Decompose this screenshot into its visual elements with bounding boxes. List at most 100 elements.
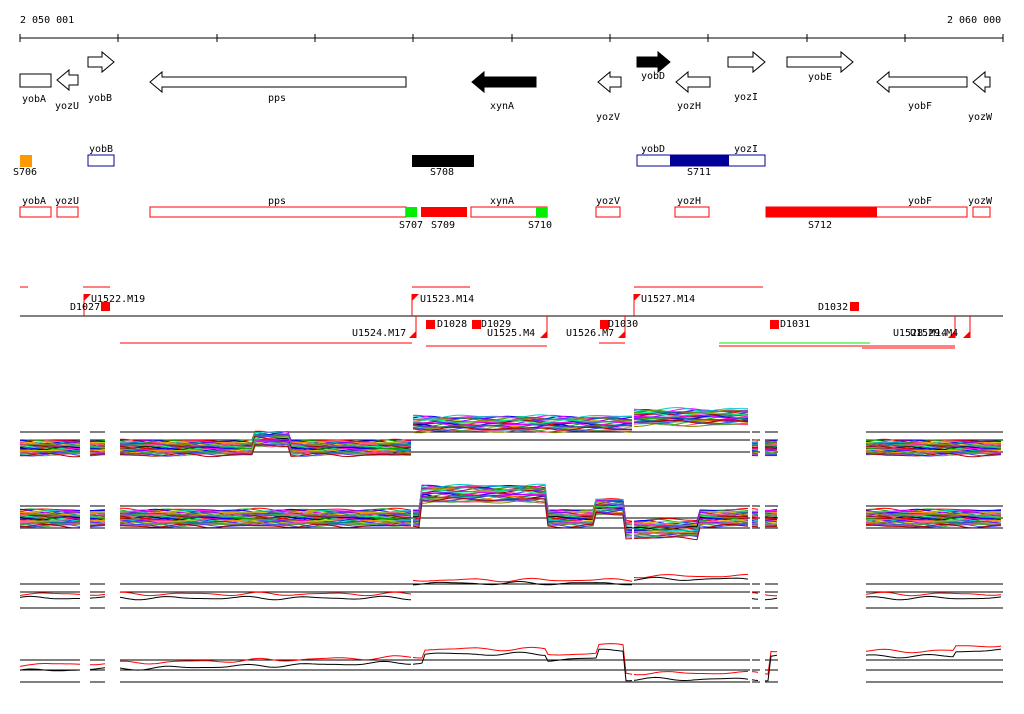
profile-trace — [412, 581, 633, 586]
transcript-label: yozV — [596, 196, 620, 207]
gene-label: pps — [268, 93, 286, 104]
segment-flag — [409, 331, 416, 338]
segment-flag — [634, 294, 641, 301]
profile-trace — [412, 577, 633, 583]
transcript-label: yozW — [968, 196, 993, 207]
operon-box — [412, 155, 474, 167]
profile-panel — [19, 483, 1003, 541]
profile-trace — [764, 597, 778, 601]
transcript-yobA: yobA — [19, 196, 52, 218]
profile-trace — [865, 523, 1002, 528]
end-coordinate: 2 060 000 — [947, 15, 1001, 26]
gene-label: yozI — [734, 92, 758, 103]
profile-trace — [751, 671, 759, 673]
gene-label: yobB — [88, 93, 112, 104]
profile-trace — [764, 650, 778, 675]
profile-trace — [865, 648, 1002, 659]
profile-trace — [413, 486, 633, 530]
transcript-box — [972, 206, 991, 218]
site-S707: S707 — [399, 207, 423, 231]
gene-label: yobE — [808, 72, 832, 83]
gene-arrow — [87, 50, 115, 74]
profile-trace — [89, 513, 106, 516]
segment-flag — [84, 294, 91, 301]
segment-label-lower: D1028 — [437, 319, 467, 330]
segment-flag — [540, 331, 547, 338]
profile-trace — [865, 591, 1002, 597]
operon-top-label: yobB — [89, 144, 113, 155]
profile-trace — [764, 444, 778, 447]
transcript-box — [56, 206, 79, 218]
transcript-label: yozU — [55, 196, 79, 207]
transcript-box — [674, 206, 710, 218]
operon-block: S708 — [412, 155, 474, 178]
operon-top-label: yozI — [734, 144, 758, 155]
segment-marker — [101, 302, 110, 311]
operon-block: yobB — [87, 144, 115, 167]
segment-label-lower: U1525.M4 — [487, 328, 535, 339]
profile-trace — [751, 448, 759, 451]
gene-yozU: yozU — [55, 68, 79, 112]
profile-trace — [412, 419, 633, 424]
segment-flag — [963, 331, 970, 338]
site-label: S709 — [431, 220, 455, 231]
profile-trace — [865, 452, 1002, 457]
operon-label: S706 — [13, 167, 37, 178]
segment-label-lower: U1524.M17 — [352, 328, 406, 339]
gene-arrow — [19, 73, 52, 88]
profile-trace — [89, 593, 106, 596]
segment-label-lower: D1030 — [608, 319, 638, 330]
segment-label-lower: U1526.M7 — [566, 328, 614, 339]
profile-trace — [751, 679, 759, 681]
profile-trace — [413, 416, 633, 422]
profile-trace — [633, 409, 749, 414]
segment-label-lower: U1528.M14 — [893, 328, 947, 339]
profile-trace — [119, 655, 412, 665]
operon-top-label: yobD — [641, 144, 665, 155]
profile-trace — [764, 452, 778, 454]
profile-trace — [412, 648, 633, 682]
profile-trace — [412, 421, 633, 427]
profile-trace — [89, 443, 106, 446]
profile-trace — [119, 523, 412, 529]
segment-flag — [618, 331, 625, 338]
transcript-label: yobA — [22, 196, 46, 207]
profile-trace — [119, 660, 412, 671]
segment-label-upper: U1523.M14 — [420, 294, 474, 305]
gene-yozW: yozW — [968, 70, 993, 123]
gene-label: yozV — [596, 112, 620, 123]
segment-marker — [600, 320, 609, 329]
gene-label: yobA — [22, 94, 46, 105]
profile-trace — [865, 452, 1002, 458]
segment-label-lower: D1029 — [481, 319, 511, 330]
segment-marker — [472, 320, 481, 329]
segment-flag — [412, 294, 419, 301]
transcript-box — [149, 206, 407, 218]
gene-yobB: yobB — [87, 50, 115, 104]
segment-marker — [770, 320, 779, 329]
profile-trace — [119, 516, 412, 521]
site-box — [406, 207, 417, 217]
site-box — [766, 207, 877, 217]
transcript-label: yobF — [908, 196, 932, 207]
profile-trace — [412, 643, 633, 675]
gene-arrow — [149, 70, 407, 94]
transcript-pps: pps — [149, 196, 407, 218]
profile-trace — [765, 449, 778, 452]
profile-trace — [633, 676, 749, 681]
gene-yobF: yobF — [876, 70, 968, 112]
profile-trace — [412, 427, 633, 432]
profile-trace — [119, 444, 412, 458]
segment-label-upper: D1027 — [70, 302, 100, 313]
segment-label-upper: U1522.M19 — [91, 294, 145, 305]
profile-trace — [764, 513, 778, 517]
profile-trace — [19, 663, 81, 667]
operon-label: S711 — [687, 167, 711, 178]
transcript-xynA: xynA — [470, 196, 548, 218]
profile-panel — [19, 573, 1003, 609]
profile-trace — [412, 497, 633, 540]
profile-trace — [89, 449, 106, 452]
gene-yobE: yobE — [786, 50, 854, 83]
site-S710: S710 — [528, 207, 552, 231]
